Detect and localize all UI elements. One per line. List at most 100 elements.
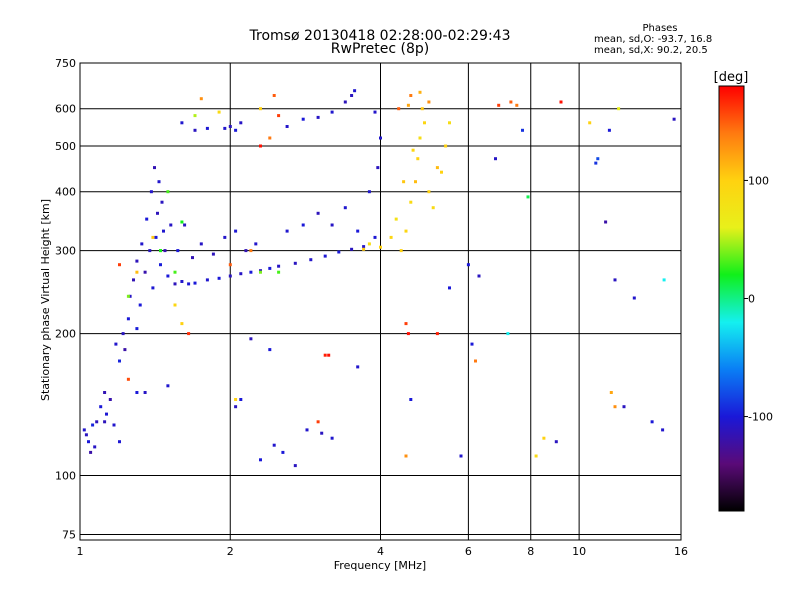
data-point: [277, 114, 281, 118]
data-point: [244, 249, 248, 253]
y-tick-label: 200: [55, 328, 76, 341]
data-point: [118, 263, 121, 267]
data-point: [376, 166, 380, 170]
chart-title: Tromsø 20130418 02:28:00-02:29:43: [249, 28, 511, 44]
colorbar-tick-label: 100: [748, 174, 769, 187]
stats-heading: Phases: [642, 23, 677, 34]
data-point: [411, 148, 415, 152]
data-point: [169, 223, 173, 227]
data-point: [420, 107, 424, 111]
data-point: [466, 263, 470, 267]
x-axis-ticks: 1 2 4 6 8 10 16: [77, 545, 689, 558]
data-point: [205, 126, 209, 130]
y-tick-label: 75: [62, 528, 76, 541]
data-point: [494, 157, 497, 161]
data-point: [118, 359, 121, 363]
y-axis-ticks: 75 100 200 300 400 500 600 750: [55, 57, 76, 541]
data-point: [126, 317, 130, 321]
data-point: [353, 89, 357, 93]
data-point: [268, 348, 272, 352]
data-point: [239, 272, 243, 276]
data-point: [323, 353, 327, 357]
data-point: [166, 274, 170, 278]
data-point: [87, 440, 90, 444]
data-point: [316, 420, 320, 424]
data-point: [149, 190, 153, 194]
data-point: [272, 94, 276, 97]
data-point: [596, 157, 600, 161]
grid-lines: [80, 63, 681, 540]
data-point: [205, 278, 209, 282]
data-point: [607, 128, 611, 132]
data-point: [330, 110, 334, 114]
colorbar-tick-label: 0: [748, 293, 755, 306]
data-point: [118, 440, 121, 444]
data-point: [431, 206, 435, 210]
x-tick-label: 2: [227, 545, 234, 558]
data-point: [435, 332, 439, 336]
data-point: [309, 258, 313, 262]
data-point: [268, 136, 272, 140]
data-point: [661, 428, 665, 432]
data-point: [193, 128, 197, 132]
data-point: [103, 391, 107, 394]
data-point: [588, 121, 592, 125]
data-point: [156, 211, 159, 215]
data-point: [180, 322, 184, 326]
data-point: [559, 100, 563, 104]
data-point: [402, 180, 406, 184]
x-tick-label: 6: [465, 545, 472, 558]
data-point: [404, 229, 408, 233]
plot-frame: [79, 62, 682, 541]
x-axis-label: Frequency [MHz]: [334, 559, 426, 572]
data-point: [293, 261, 297, 265]
data-point: [128, 294, 132, 298]
colorbar-ticks: -100 0 100: [744, 174, 773, 424]
data-point: [404, 322, 408, 326]
x-tick-label: 1: [77, 545, 84, 558]
data-point: [672, 117, 676, 121]
data-point: [414, 180, 417, 184]
data-point: [183, 223, 187, 227]
data-point: [228, 125, 232, 128]
data-point: [223, 126, 227, 130]
data-point: [259, 107, 262, 111]
data-point: [509, 100, 513, 104]
data-point: [259, 270, 262, 274]
y-tick-label: 300: [55, 245, 76, 258]
data-point: [126, 377, 130, 381]
data-point: [157, 180, 161, 184]
data-point: [193, 281, 197, 285]
data-point: [423, 121, 426, 125]
data-point: [166, 190, 170, 194]
data-point: [166, 384, 170, 388]
data-point: [337, 250, 341, 254]
data-point: [327, 353, 331, 357]
data-point: [444, 144, 448, 148]
data-point: [373, 110, 377, 114]
data-point: [379, 136, 382, 140]
data-point: [148, 249, 152, 253]
x-tick-label: 10: [572, 545, 586, 558]
data-point: [135, 259, 139, 263]
data-point: [176, 249, 180, 253]
data-point: [350, 94, 354, 97]
data-point: [406, 332, 410, 336]
data-point: [254, 242, 258, 246]
data-point: [126, 294, 130, 298]
data-point: [409, 94, 413, 97]
data-point: [497, 103, 501, 107]
data-point: [239, 121, 243, 125]
data-point: [89, 450, 93, 454]
data-point: [105, 412, 108, 416]
data-point: [448, 121, 451, 125]
data-point: [554, 440, 558, 444]
y-tick-label: 600: [55, 103, 76, 116]
data-point: [187, 282, 191, 286]
data-point: [604, 220, 608, 224]
data-point: [82, 428, 86, 432]
data-point: [389, 235, 393, 239]
data-point: [234, 128, 238, 132]
data-point: [114, 342, 118, 346]
data-point: [132, 278, 135, 282]
